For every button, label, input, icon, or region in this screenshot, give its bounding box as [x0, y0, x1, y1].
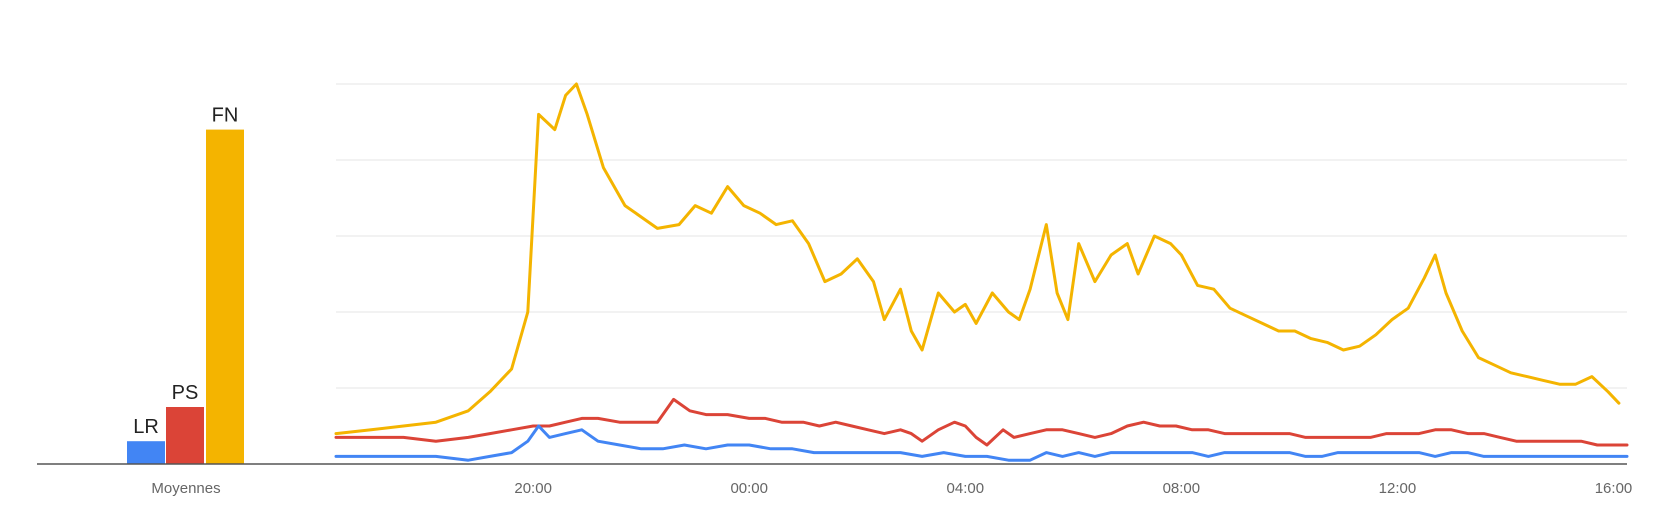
bar-fn: [206, 129, 244, 464]
x-tick-label-5: 16:00: [1595, 480, 1633, 497]
series-line-lr: [334, 424, 1629, 462]
x-tick-label-1: 00:00: [730, 480, 768, 497]
bar-lr: [127, 441, 165, 464]
time-series-lines: [334, 82, 1629, 462]
x-tick-label-4: 12:00: [1379, 480, 1417, 497]
bar-label-ps: PS: [172, 382, 199, 404]
bar-label-fn: FN: [212, 105, 239, 127]
bar-group-label: Moyennes: [151, 480, 220, 497]
x-tick-label-3: 08:00: [1163, 480, 1201, 497]
x-axis-ticks: 20:00 00:00 04:00 08:00 12:00 16:00: [514, 480, 1632, 497]
bar-label-lr: LR: [133, 416, 159, 438]
x-tick-label-2: 04:00: [947, 480, 985, 497]
series-line-ps: [334, 397, 1629, 447]
bar-ps: [166, 407, 204, 464]
gridlines: [336, 83, 1627, 389]
average-bars: LR PS FN: [127, 105, 244, 464]
series-line-fn: [334, 82, 1621, 436]
x-tick-label-0: 20:00: [514, 480, 552, 497]
